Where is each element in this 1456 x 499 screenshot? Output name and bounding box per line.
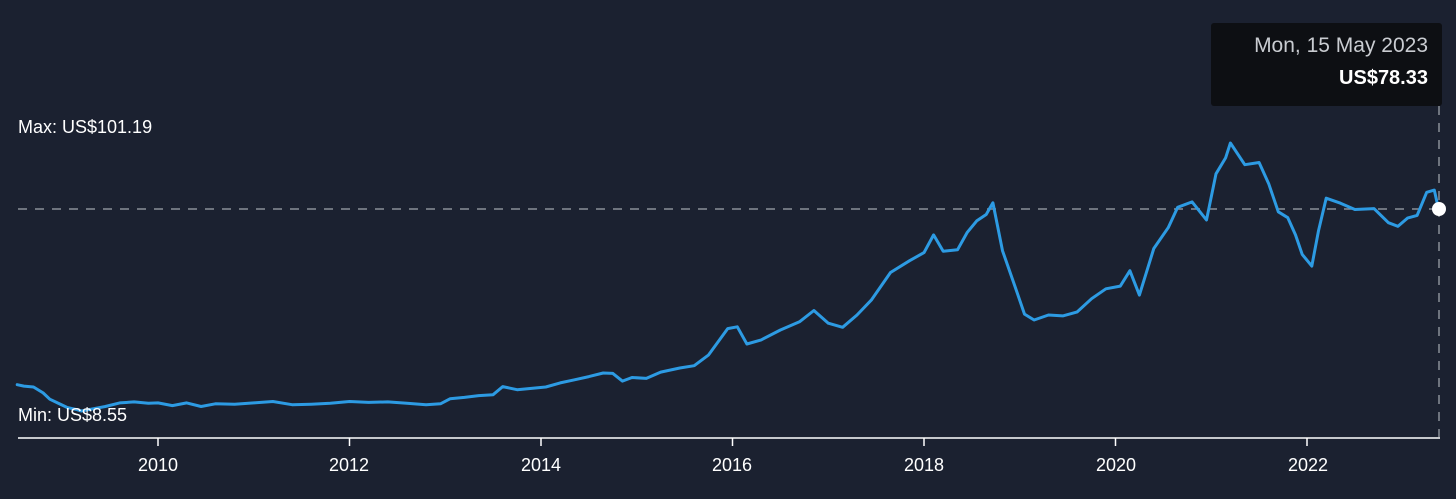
current-price-marker[interactable] [1432, 202, 1446, 216]
min-price-label: Min: US$8.55 [18, 405, 128, 425]
x-tick-label: 2020 [1095, 455, 1137, 475]
tooltip-value: US$78.33 [1339, 67, 1428, 89]
x-tick-label: 2018 [903, 455, 945, 475]
x-tick-label: 2016 [711, 455, 753, 475]
x-tick-label: 2014 [520, 455, 562, 475]
price-tooltip: Mon, 15 May 2023 US$78.33 [1211, 23, 1442, 106]
max-price-label: Max: US$101.19 [18, 117, 153, 137]
x-axis-ticks [157, 438, 1308, 446]
price-line[interactable] [15, 141, 1440, 413]
x-tick-label: 2022 [1287, 455, 1329, 475]
x-tick-label: 2012 [328, 455, 370, 475]
tooltip-date: Mon, 15 May 2023 [1254, 34, 1428, 57]
x-tick-label: 2010 [137, 455, 179, 475]
